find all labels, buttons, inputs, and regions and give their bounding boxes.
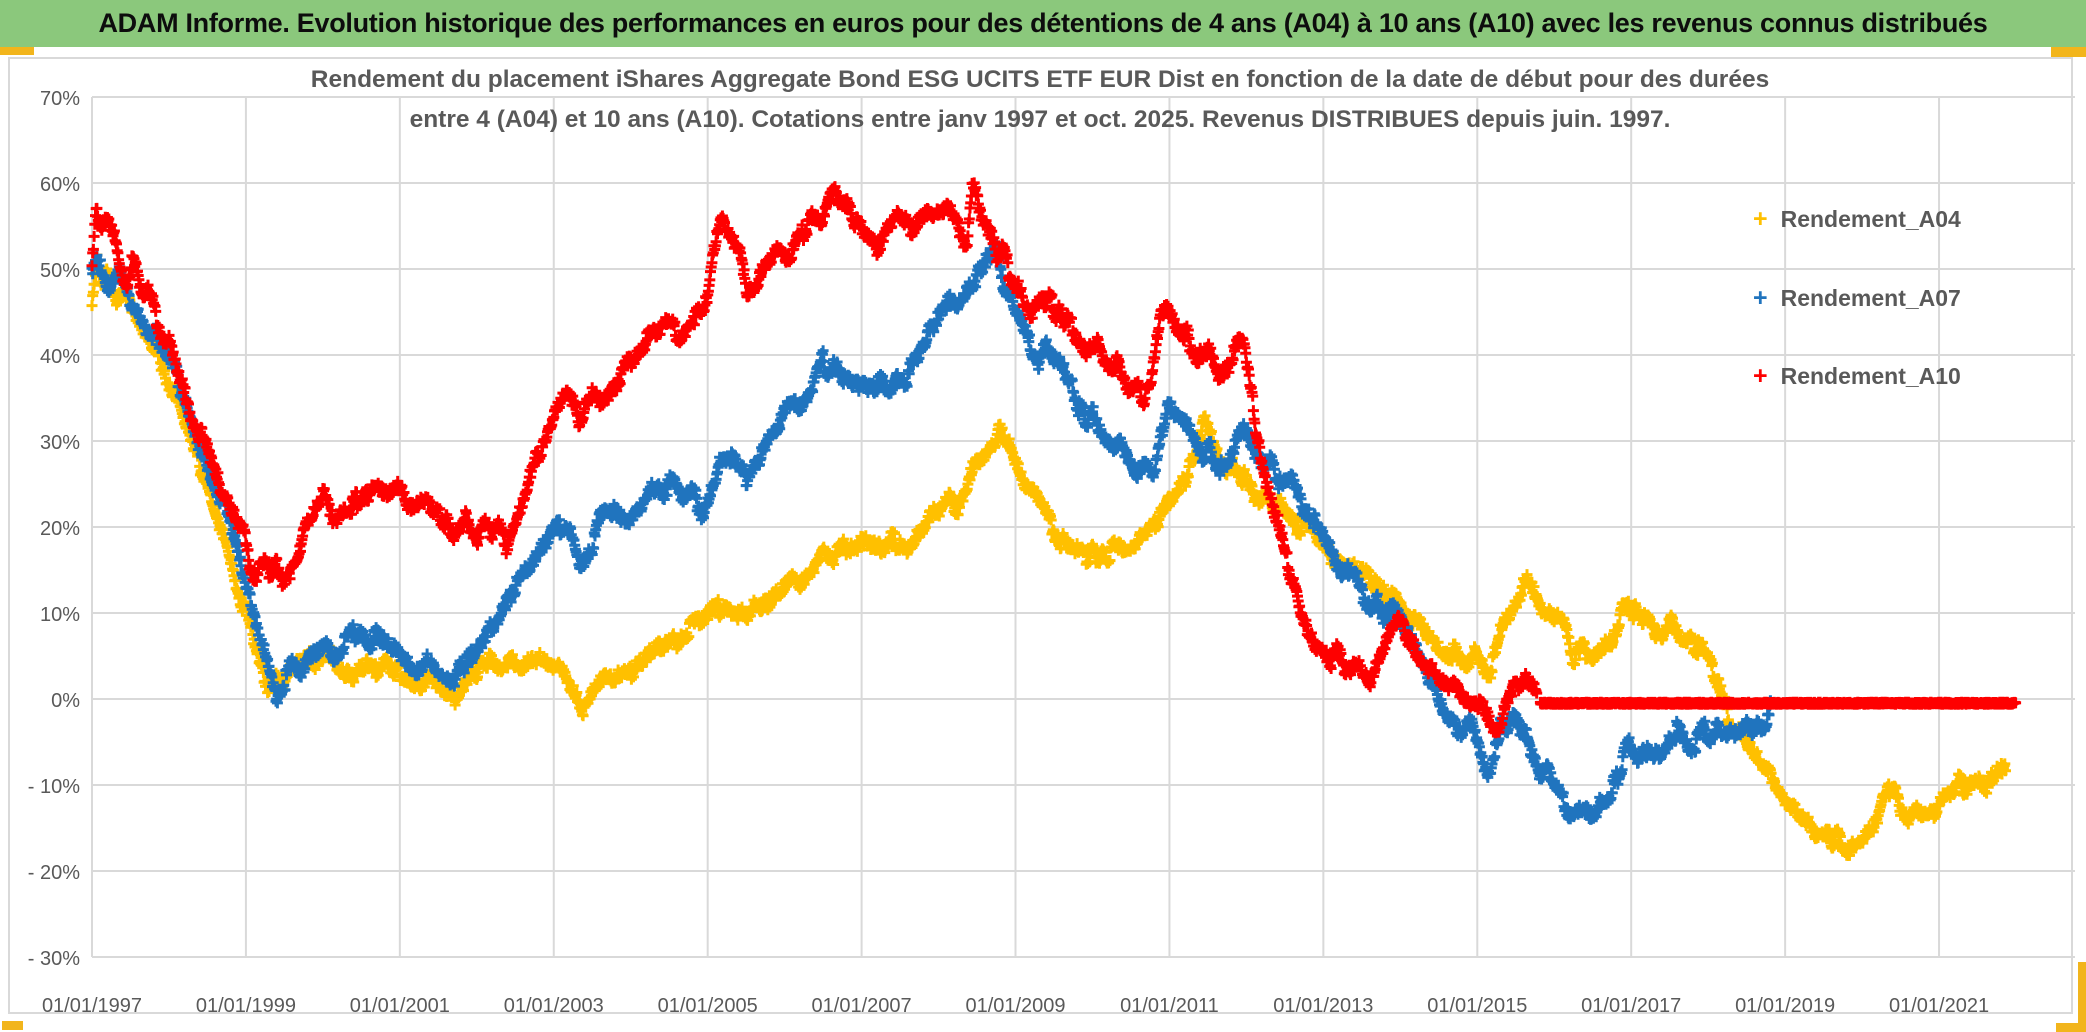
legend-item-a04[interactable]: + Rendement_A04	[1753, 206, 1961, 233]
plus-marker-icon: +	[1753, 205, 1768, 233]
legend-label-a07: Rendement_A07	[1780, 285, 1961, 311]
svg-text:40%: 40%	[40, 346, 80, 368]
chart-title-line1: Rendement du placement iShares Aggregate…	[310, 66, 1770, 93]
chart-title: Rendement du placement iShares Aggregate…	[230, 60, 1850, 140]
svg-text:01/01/2017: 01/01/2017	[1581, 995, 1681, 1017]
accent-bottom-left	[2, 1021, 23, 1030]
page-title: ADAM Informe. Evolution historique des p…	[98, 8, 1988, 38]
accent-top-left	[0, 47, 34, 55]
svg-text:10%: 10%	[40, 604, 80, 626]
svg-text:- 20%: - 20%	[28, 862, 80, 884]
svg-text:- 30%: - 30%	[28, 948, 80, 970]
svg-text:01/01/2013: 01/01/2013	[1273, 995, 1373, 1017]
accent-bottom-right	[2056, 1023, 2086, 1032]
svg-text:01/01/2021: 01/01/2021	[1889, 995, 1989, 1017]
legend-item-a07[interactable]: + Rendement_A07	[1753, 285, 1961, 312]
svg-text:01/01/1997: 01/01/1997	[42, 995, 142, 1017]
svg-text:0%: 0%	[51, 690, 80, 712]
legend-item-a10[interactable]: + Rendement_A10	[1753, 363, 1961, 390]
svg-text:60%: 60%	[40, 174, 80, 196]
svg-text:70%: 70%	[40, 88, 80, 110]
svg-text:01/01/2007: 01/01/2007	[812, 995, 912, 1017]
chart-area[interactable]	[8, 57, 2073, 1014]
legend-label-a04: Rendement_A04	[1780, 206, 1961, 232]
svg-text:01/01/2005: 01/01/2005	[658, 995, 758, 1017]
svg-text:01/01/2009: 01/01/2009	[965, 995, 1065, 1017]
chart-title-line2: entre 4 (A04) et 10 ans (A10). Cotations…	[409, 106, 1671, 133]
header-banner: ADAM Informe. Evolution historique des p…	[0, 0, 2086, 47]
plus-marker-icon: +	[1753, 362, 1768, 390]
svg-text:20%: 20%	[40, 518, 80, 540]
svg-text:01/01/2019: 01/01/2019	[1735, 995, 1835, 1017]
accent-right-edge	[2078, 962, 2086, 1032]
svg-text:01/01/2001: 01/01/2001	[350, 995, 450, 1017]
plus-marker-icon: +	[1753, 284, 1768, 312]
svg-text:50%: 50%	[40, 260, 80, 282]
svg-text:01/01/1999: 01/01/1999	[196, 995, 296, 1017]
legend-label-a10: Rendement_A10	[1780, 363, 1961, 389]
accent-top-right	[2051, 47, 2086, 57]
svg-text:30%: 30%	[40, 432, 80, 454]
svg-text:- 10%: - 10%	[28, 776, 80, 798]
svg-text:01/01/2015: 01/01/2015	[1427, 995, 1527, 1017]
svg-text:01/01/2003: 01/01/2003	[504, 995, 604, 1017]
svg-text:01/01/2011: 01/01/2011	[1120, 995, 1219, 1017]
